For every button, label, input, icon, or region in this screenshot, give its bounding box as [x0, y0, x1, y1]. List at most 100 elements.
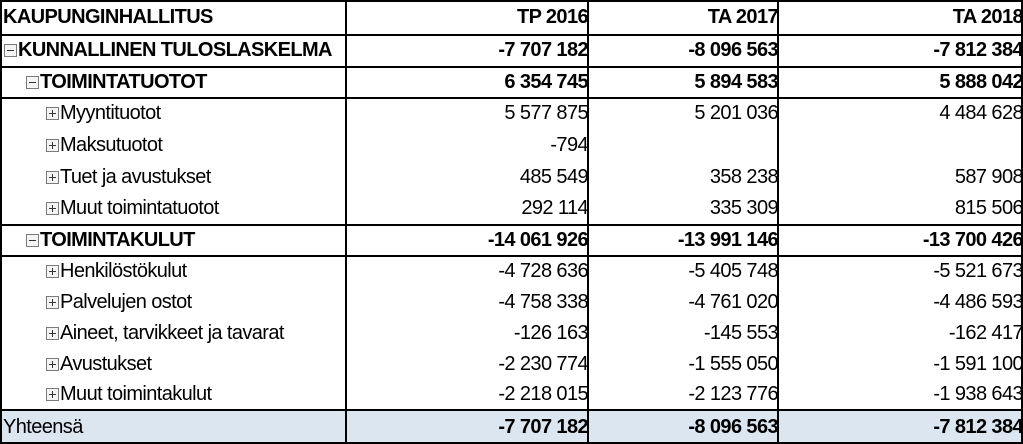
border-top — [0, 0, 1023, 2]
table-row: Tuet ja avustukset 485 549 358 238 587 908 — [0, 161, 1023, 193]
row-value-ta-2017: -4 761 020 — [688, 291, 778, 313]
row-value-ta-2018: -1 938 643 — [933, 383, 1023, 405]
row-label-cell: Maksutuotot — [0, 129, 346, 161]
row-value-ta-2017: 5 894 583 — [694, 70, 778, 93]
total-tp-2016: -7 707 182 — [498, 416, 588, 438]
row-label: Avustukset — [60, 353, 152, 375]
collapse-icon[interactable] — [4, 44, 17, 57]
table-row: Avustukset -2 230 774 -1 555 050 -1 591 100 — [0, 349, 1023, 380]
row-label-cell: Aineet, tarvikkeet ja tavarat — [0, 318, 346, 349]
row-value-ta-2018: -162 417 — [948, 322, 1023, 344]
row-value-ta-2018: -7 812 384 — [933, 39, 1023, 61]
row-value-ta-2017: -2 123 776 — [688, 383, 778, 405]
table-row: Myyntituotot 5 577 875 5 201 036 4 484 628 — [0, 98, 1023, 129]
table-row: TOIMINTATUOTOT 6 354 745 5 894 583 5 888 04… — [0, 67, 1023, 97]
table-row: Muut toimintakulut -2 218 015 -2 123 776 -1… — [0, 380, 1023, 409]
row-value-tp-2016: -794 — [550, 133, 588, 156]
row-value-ta-2018: -4 486 593 — [933, 291, 1023, 313]
border-right — [1021, 0, 1023, 444]
total-row: Yhteensä -7 707 182 -8 096 563 -7 812 38… — [0, 411, 1023, 444]
border-section-2 — [0, 97, 1023, 99]
collapse-icon[interactable] — [26, 233, 39, 247]
table-row: Muut toimintatuotot 292 114 335 309 815 506 — [0, 193, 1023, 224]
row-value-ta-2017: -13 991 146 — [677, 228, 779, 251]
row-label: KUNNALLINEN TULOSLASKELMA — [18, 39, 332, 61]
row-value-tp-2016: -126 163 — [513, 322, 589, 344]
row-value-ta-2017: 335 309 — [709, 197, 779, 219]
row-label: Tuet ja avustukset — [60, 165, 211, 188]
row-value-ta-2017: -145 553 — [703, 322, 779, 344]
row-label-cell: KUNNALLINEN TULOSLASKELMA — [0, 35, 346, 66]
row-label-cell: Avustukset — [0, 349, 346, 380]
border-col-1 — [345, 0, 347, 444]
row-value-ta-2018 — [778, 129, 1023, 161]
row-label-cell: Tuet ja avustukset — [0, 161, 346, 193]
row-value-tp-2016: 6 354 745 — [504, 70, 588, 93]
header-row: KAUPUNGINHALLITUS TP 2016 TA 2017 TA 201… — [0, 0, 1023, 34]
row-value-ta-2018: 5 888 042 — [939, 70, 1023, 93]
row-label-cell: Henkilöstökulut — [0, 256, 346, 287]
table-row: Henkilöstökulut -4 728 636 -5 405 748 -5 52… — [0, 256, 1023, 287]
expand-icon[interactable] — [46, 138, 59, 152]
row-value-ta-2017 — [588, 129, 782, 161]
expand-icon[interactable] — [46, 327, 59, 340]
total-label: Yhteensä — [3, 416, 83, 438]
total-row-background — [0, 411, 1023, 444]
expand-icon[interactable] — [46, 296, 59, 309]
row-value-tp-2016: -4 728 636 — [498, 260, 588, 282]
border-left — [0, 0, 2, 444]
row-value-tp-2016: -14 061 926 — [487, 228, 589, 251]
expand-icon[interactable] — [46, 170, 59, 184]
row-value-ta-2017: -8 096 563 — [688, 39, 778, 61]
row-value-ta-2018: -5 521 673 — [933, 260, 1023, 282]
border-bottom — [0, 442, 1023, 444]
expand-icon[interactable] — [46, 358, 59, 371]
header-ta-2018[interactable]: TA 2018 — [952, 5, 1023, 28]
total-ta-2017: -8 096 563 — [688, 416, 778, 438]
row-value-ta-2018: 587 908 — [954, 165, 1023, 188]
table-row: KUNNALLINEN TULOSLASKELMA -7 707 182 -8 09… — [0, 35, 1023, 66]
row-value-ta-2017: -1 555 050 — [688, 353, 778, 375]
row-value-ta-2017: 358 238 — [709, 165, 779, 188]
expand-icon[interactable] — [46, 265, 59, 278]
row-value-ta-2018: -1 591 100 — [933, 353, 1023, 375]
table-row: Aineet, tarvikkeet ja tavarat -126 163 -14… — [0, 318, 1023, 349]
row-value-tp-2016: -2 230 774 — [498, 353, 588, 375]
border-section-1 — [0, 66, 1023, 68]
row-value-tp-2016: 485 549 — [519, 165, 589, 188]
row-label: Palvelujen ostot — [60, 291, 192, 313]
border-col-3 — [777, 0, 779, 444]
collapse-icon[interactable] — [26, 75, 39, 89]
expand-icon[interactable] — [46, 202, 59, 215]
table-row: Maksutuotot -794 — [0, 129, 1023, 161]
header-tp-2016[interactable]: TP 2016 — [516, 5, 589, 28]
row-label: Aineet, tarvikkeet ja tavarat — [60, 322, 284, 344]
row-value-ta-2017: -5 405 748 — [688, 260, 778, 282]
row-value-tp-2016: 5 577 875 — [504, 102, 588, 124]
row-value-tp-2016: 292 114 — [521, 197, 588, 219]
border-header — [0, 34, 1023, 36]
border-section-4 — [0, 255, 1023, 257]
row-label: Muut toimintakulut — [60, 383, 212, 405]
expand-icon[interactable] — [46, 388, 59, 401]
row-label: Muut toimintatuotot — [60, 197, 219, 219]
row-label-cell: Muut toimintakulut — [0, 380, 346, 409]
row-value-tp-2016: -7 707 182 — [498, 39, 588, 61]
border-total — [0, 409, 1023, 411]
row-label-cell: Muut toimintatuotot — [0, 193, 346, 224]
row-label-cell: TOIMINTAKULUT — [0, 225, 346, 255]
row-value-tp-2016: -2 218 015 — [498, 383, 588, 405]
row-value-ta-2017: 5 201 036 — [694, 102, 778, 124]
row-label: TOIMINTAKULUT — [40, 228, 195, 251]
row-label-cell: TOIMINTATUOTOT — [0, 67, 346, 97]
row-label-cell: Palvelujen ostot — [0, 287, 346, 318]
row-value-ta-2018: 4 484 628 — [939, 102, 1023, 124]
border-col-2 — [587, 0, 589, 444]
row-label: TOIMINTATUOTOT — [40, 70, 207, 93]
header-ta-2017[interactable]: TA 2017 — [707, 5, 779, 28]
header-title[interactable]: KAUPUNGINHALLITUS — [3, 5, 213, 28]
row-label: Henkilöstökulut — [60, 260, 187, 282]
row-value-tp-2016: -4 758 338 — [498, 291, 588, 313]
expand-icon[interactable] — [46, 107, 59, 120]
